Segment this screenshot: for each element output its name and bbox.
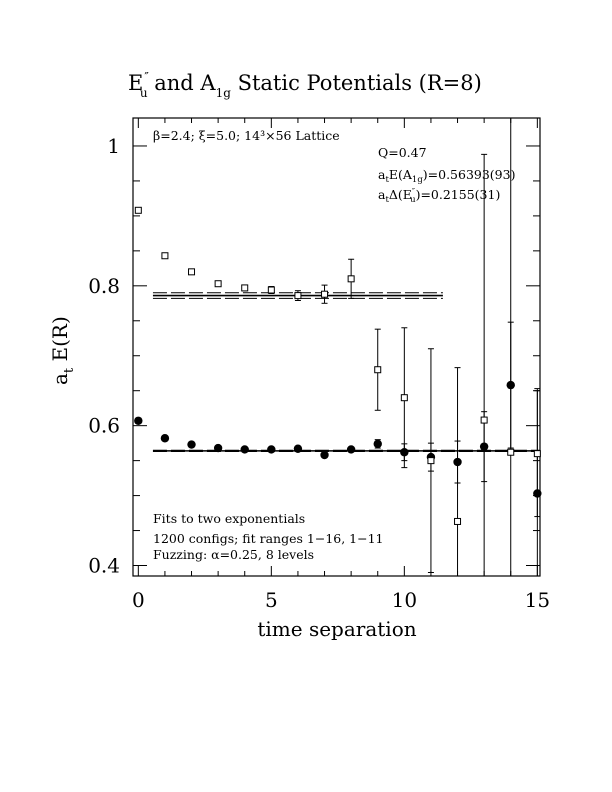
title-part1-sup: ″ [144,70,149,84]
point-open-square [454,517,462,525]
x-axis-label: time separation [257,617,416,641]
title-part2: and A [148,71,217,95]
annotation-fits: Fits to two exponentials [153,511,305,526]
y-tick-label: 1 [107,134,120,158]
title-part1-sub: u [140,86,148,100]
y-axis-label: at E(R) [48,316,77,385]
y-tick-label: 0.4 [88,554,120,578]
title-part3: Static Potentials (R=8) [231,71,482,95]
fit-bands [152,292,540,453]
point-filled-circle [320,450,329,460]
point-open-square [267,286,275,294]
point-filled-circle [213,443,223,453]
point-open-square [400,394,408,402]
plot-frame [132,117,541,577]
chart-title: E″ u and A1g Static Potentials (R=8) [128,70,482,100]
point-filled-circle [533,489,542,498]
point-filled-circle [240,445,249,454]
point-filled-circle [506,380,515,390]
svg-text:E″u and A1g Static Potentia: E″ u and A1g Static Potentials (R=8) [128,70,482,100]
data-points [134,206,542,525]
point-filled-circle [267,445,276,454]
point-open-square [134,206,142,214]
point-open-square [241,284,249,292]
x-tick-label: 5 [265,588,278,612]
point-open-square [480,416,488,424]
point-open-square [214,280,222,288]
tick-labels: 0 5 10 15 0.4 0.6 0.8 1 [88,134,550,612]
plot-annotations: β=2.4; ξ=5.0; 14³×56 Lattice Q=0.47 atE(… [153,128,515,562]
point-open-square [347,275,355,283]
annotation-fuzzing: Fuzzing: α=0.25, 8 levels [153,547,314,562]
point-open-square [533,450,541,458]
x-tick-label: 15 [525,588,550,612]
point-filled-circle [373,439,382,449]
x-tick-label: 0 [132,588,145,612]
title-part2-sub: 1g [216,86,232,100]
annotation-lattice: β=2.4; ξ=5.0; 14³×56 Lattice [153,128,340,143]
point-open-square [321,290,329,298]
y-tick-label: 0.6 [88,414,120,438]
point-open-square [374,366,382,374]
point-filled-circle [346,445,356,454]
annotation-energy-a1g: atE(A1g)=0.56393(93) [378,167,515,185]
point-filled-circle [187,440,196,449]
point-open-square [294,292,302,300]
point-filled-circle [479,442,489,451]
point-open-square [507,448,515,456]
annotation-energy-eu: atΔ(E″ u)=0.2155(31) [378,187,500,205]
point-open-square [188,268,196,276]
point-filled-circle [453,457,462,467]
point-filled-circle [160,434,170,443]
point-open-square [161,252,169,260]
title-part1: E [128,71,143,95]
y-tick-label: 0.8 [88,274,120,298]
annotation-configs: 1200 configs; fit ranges 1−16, 1−11 [153,531,384,546]
annotation-q: Q=0.47 [378,145,427,160]
point-open-square [427,457,435,465]
point-filled-circle [293,444,303,453]
x-tick-label: 10 [392,588,417,612]
point-filled-circle [134,416,143,425]
point-filled-circle [400,448,409,457]
